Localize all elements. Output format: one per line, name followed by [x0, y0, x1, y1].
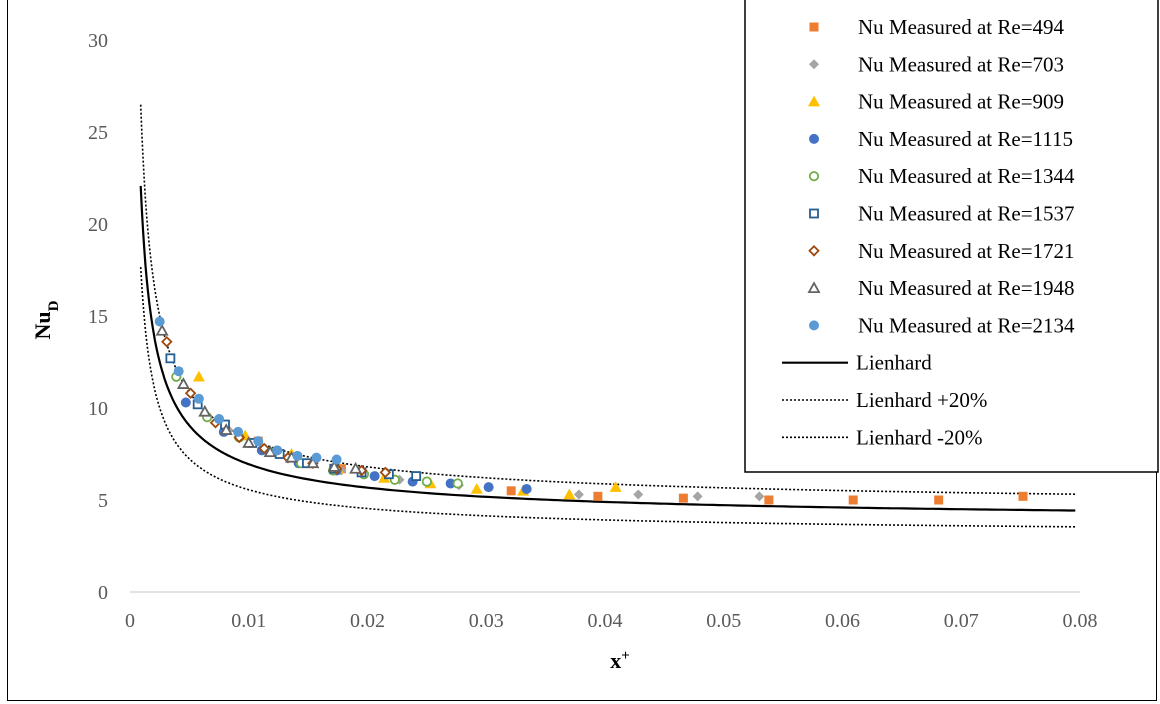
x-tick-labels: 0 0.01 0.02 0.03 0.04 0.05 0.06 0.07 0.08	[125, 610, 1098, 632]
data-point	[253, 436, 264, 447]
x-axis-title-sup: +	[621, 648, 630, 664]
data-point	[379, 466, 392, 479]
x-tick-label: 0.08	[1063, 610, 1098, 632]
legend-label: Nu Measured at Re=1344	[858, 164, 1075, 188]
x-tick-label: 0.01	[231, 610, 266, 632]
x-tick-label: 0.03	[469, 610, 504, 632]
data-point	[934, 495, 944, 505]
x-tick-label: 0.05	[706, 610, 741, 632]
data-point	[421, 476, 432, 487]
y-tick-label: 15	[88, 306, 108, 328]
data-point	[452, 478, 463, 489]
data-point	[692, 491, 703, 502]
x-tick-label: 0.07	[944, 610, 979, 632]
data-point	[233, 426, 244, 437]
data-point	[155, 323, 169, 336]
y-tick-label: 10	[88, 398, 108, 420]
data-point	[242, 436, 256, 448]
data-point	[848, 495, 858, 505]
data-point	[193, 393, 204, 404]
y-tick-label: 30	[88, 30, 108, 52]
legend: Nu Measured at Re=494 Nu Measured at Re=7…	[744, 0, 1159, 473]
data-point	[593, 491, 603, 501]
x-tick-label: 0.02	[350, 610, 385, 632]
legend-marker	[809, 320, 819, 331]
y-tick-label: 5	[98, 490, 108, 512]
legend-label: Nu Measured at Re=1115	[858, 127, 1073, 151]
legend-marker	[808, 245, 820, 257]
y-axis-title: NuD	[30, 300, 62, 339]
data-point	[176, 377, 190, 389]
x-axis-title: x+	[610, 648, 630, 673]
legend-box	[744, 0, 1159, 473]
y-tick-label: 20	[88, 214, 108, 236]
legend-label: Lienhard +20%	[856, 388, 987, 412]
y-tick-label: 0	[98, 582, 108, 604]
legend-label: Nu Measured at Re=2134	[858, 313, 1075, 337]
data-point	[219, 423, 233, 435]
data-point	[470, 482, 483, 494]
y-axis-title-main: Nu	[30, 311, 55, 339]
x-tick-label: 0	[125, 610, 135, 632]
data-point	[764, 495, 774, 505]
x-axis-title-main: x	[610, 648, 621, 673]
data-point	[198, 404, 212, 417]
data-point	[633, 489, 644, 500]
data-point	[563, 488, 576, 500]
data-point	[180, 397, 191, 408]
data-point	[161, 335, 173, 348]
y-tick-label: 25	[88, 122, 108, 144]
data-point	[311, 452, 322, 463]
data-point	[483, 482, 494, 493]
legend-label: Lienhard	[856, 351, 932, 375]
legend-label: Nu Measured at Re=494	[858, 15, 1065, 39]
data-point	[754, 491, 765, 502]
legend-marker	[808, 171, 820, 182]
plot-area	[130, 104, 1080, 593]
data-point	[331, 454, 342, 465]
legend-label: Nu Measured at Re=1537	[858, 202, 1075, 226]
data-point	[369, 471, 380, 482]
data-point	[349, 461, 363, 474]
x-tick-label: 0.04	[588, 610, 623, 632]
data-point	[154, 316, 165, 327]
legend-marker	[809, 133, 819, 144]
legend-marker	[809, 22, 819, 32]
data-point	[445, 478, 456, 489]
series-line-lienhard-minus-20	[139, 267, 1076, 528]
legend-label: Nu Measured at Re=1948	[858, 276, 1075, 300]
data-point	[573, 489, 584, 500]
data-point	[272, 445, 283, 456]
legend-marker	[807, 281, 821, 294]
y-axis-title-sub: D	[46, 300, 62, 311]
legend-label: Nu Measured at Re=909	[858, 90, 1064, 114]
legend-marker	[809, 208, 819, 219]
data-point	[184, 387, 197, 400]
data-markers	[154, 316, 1028, 505]
data-point	[292, 450, 303, 461]
x-tick-label: 0.06	[825, 610, 860, 632]
data-point	[506, 486, 516, 496]
data-point	[1018, 491, 1028, 501]
data-point	[521, 483, 532, 494]
legend-items: Nu Measured at Re=494 Nu Measured at Re=7…	[782, 15, 1075, 449]
legend-marker	[808, 95, 820, 107]
data-point	[678, 493, 688, 503]
data-point	[306, 456, 320, 469]
legend-label: Nu Measured at Re=703	[858, 52, 1064, 76]
data-point	[609, 481, 622, 492]
data-point	[173, 366, 184, 377]
data-point	[327, 460, 341, 472]
data-point	[165, 353, 176, 364]
data-point	[192, 370, 205, 382]
y-tick-labels: 0 5 10 15 20 25 30	[88, 30, 108, 604]
legend-label: Lienhard -20%	[856, 425, 983, 449]
legend-marker	[809, 59, 819, 70]
series-line-lienhard	[139, 185, 1076, 512]
data-point	[214, 414, 225, 425]
legend-label: Nu Measured at Re=1721	[858, 239, 1075, 263]
data-point	[411, 471, 422, 481]
data-point	[258, 442, 270, 455]
